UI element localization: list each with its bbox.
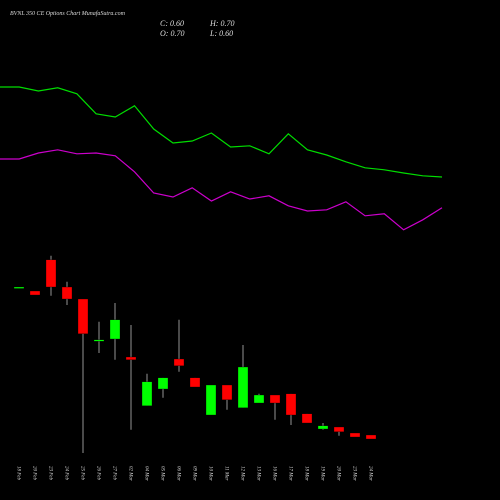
- x-tick-label: 05 Mar: [160, 466, 165, 481]
- x-tick-label: 17 Mar: [288, 466, 293, 481]
- candle-body: [237, 366, 249, 408]
- x-tick-label: 10 Mar: [208, 466, 213, 481]
- x-tick-label: 24 Mar: [368, 466, 373, 481]
- x-tick-label: 24 Feb: [64, 466, 69, 481]
- chart-title: BVNL 350 CE Options Chart MunafaSutra.co…: [10, 10, 126, 17]
- close-info: C: 0.60: [160, 19, 184, 28]
- x-tick-label: 04 Mar: [144, 466, 149, 481]
- x-tick-label: 18 Mar: [304, 466, 309, 481]
- open-info: O: 0.70: [160, 29, 184, 38]
- candle-body: [269, 394, 281, 404]
- candle-body: [141, 381, 153, 406]
- candle-body: [93, 339, 105, 342]
- x-tick-label: 20 Feb: [32, 466, 37, 481]
- x-tick-label: 13 Mar: [256, 466, 261, 481]
- candle-body: [317, 425, 329, 430]
- x-tick-label: 18 Feb: [16, 466, 21, 481]
- candle-body: [285, 393, 297, 416]
- indicator-line: [0, 86, 443, 178]
- x-tick-label: 09 Mar: [192, 466, 197, 481]
- candle-body: [253, 394, 265, 404]
- x-tick-label: 06 Mar: [176, 466, 181, 481]
- candle-body: [125, 356, 137, 360]
- x-tick-label: 26 Feb: [96, 466, 101, 481]
- x-tick-label: 20 Mar: [336, 466, 341, 481]
- x-tick-label: 23 Feb: [48, 466, 53, 481]
- candle-body: [189, 377, 201, 388]
- x-tick-label: 11 Mar: [224, 466, 229, 481]
- x-tick-label: 16 Mar: [272, 466, 277, 481]
- candle-body: [173, 358, 185, 366]
- x-tick-label: 23 Mar: [352, 466, 357, 481]
- x-tick-label: 25 Feb: [80, 466, 85, 481]
- x-tick-label: 27 Feb: [112, 466, 117, 481]
- low-info: L: 0.60: [209, 29, 233, 38]
- x-tick-label: 12 Mar: [240, 466, 245, 481]
- candle-body: [45, 259, 57, 288]
- candle-body: [29, 290, 41, 296]
- candle-body: [205, 384, 217, 416]
- candle-body: [349, 432, 361, 438]
- candle-body: [221, 384, 233, 400]
- candle-body: [109, 319, 121, 340]
- high-info: H: 0.70: [209, 19, 234, 28]
- indicator-line: [0, 149, 443, 231]
- candle-body: [333, 426, 345, 432]
- candle-body: [157, 377, 169, 390]
- candle-body: [13, 286, 25, 289]
- x-tick-label: 19 Mar: [320, 466, 325, 481]
- x-tick-label: 02 Mar: [128, 466, 133, 481]
- candle-body: [77, 298, 89, 334]
- candle-body: [61, 286, 73, 300]
- candle-body: [365, 434, 377, 440]
- candle-body: [301, 413, 313, 424]
